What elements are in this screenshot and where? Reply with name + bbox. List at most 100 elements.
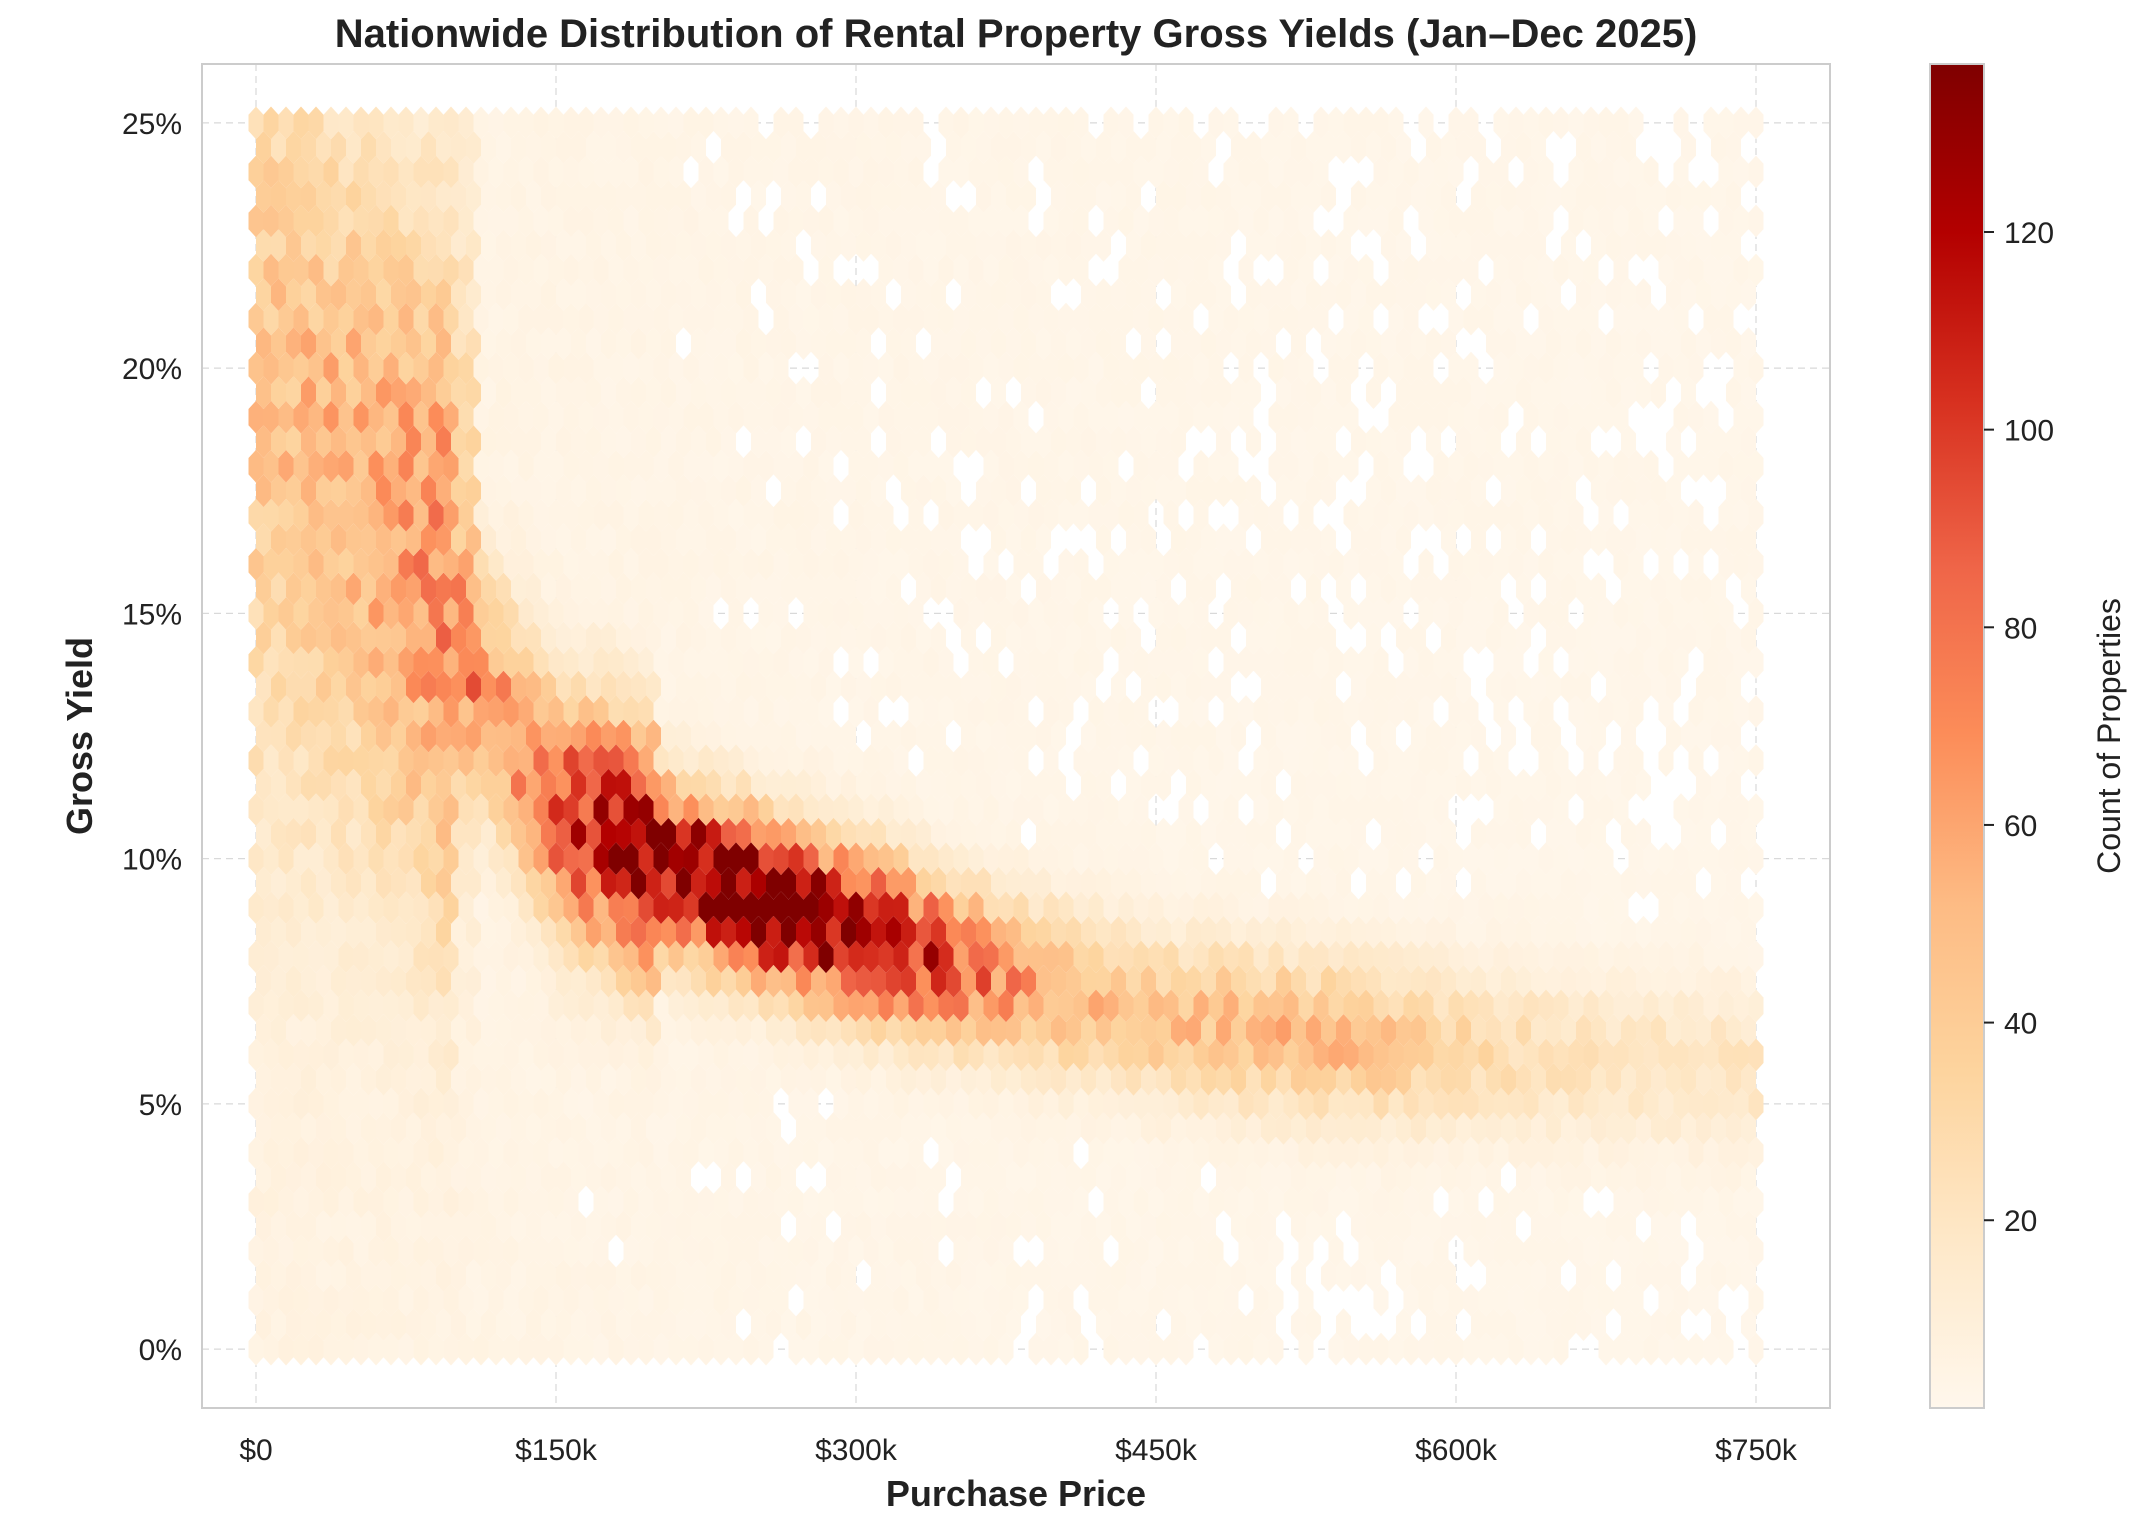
hex-cell: [1673, 891, 1689, 924]
hex-cell: [383, 891, 399, 924]
hex-cell: [908, 597, 924, 630]
hex-cell: [541, 425, 556, 458]
hex-cell: [578, 106, 594, 140]
hex-cell: [1141, 964, 1156, 998]
hex-cell: [601, 719, 616, 753]
hex-cell: [278, 1038, 294, 1072]
hex-cell: [1283, 253, 1299, 287]
hex-cell: [646, 1112, 661, 1145]
hex-cell: [923, 940, 939, 974]
hex-cell: [413, 793, 429, 826]
hex-cell: [1463, 1185, 1479, 1219]
hex-cell: [308, 744, 324, 777]
hex-cell: [1733, 351, 1749, 385]
hex-cell: [496, 1112, 511, 1145]
hex-cell: [1216, 670, 1231, 704]
hex-cell: [593, 597, 609, 630]
hex-cell: [1553, 989, 1569, 1023]
hex-cell: [758, 1087, 774, 1121]
hex-cell: [338, 989, 354, 1023]
hex-cell: [803, 1087, 819, 1121]
hex-cell: [1613, 449, 1629, 483]
hex-cell: [278, 744, 294, 777]
hex-cell: [803, 400, 819, 434]
hex-cell: [1358, 1234, 1374, 1268]
hex-cell: [841, 1210, 856, 1243]
hex-cell: [263, 204, 279, 238]
hex-cell: [1336, 915, 1351, 949]
hex-cell: [1036, 915, 1051, 949]
hex-cell: [653, 106, 669, 140]
hex-cell: [683, 989, 699, 1023]
hex-cell: [376, 915, 391, 949]
hex-cell: [1583, 400, 1599, 434]
hex-cell: [436, 621, 451, 655]
hex-cell: [623, 400, 639, 434]
hex-cell: [1036, 817, 1051, 851]
hex-cell: [1043, 449, 1059, 483]
hex-cell: [1253, 597, 1269, 630]
hex-cell: [1013, 253, 1029, 287]
hex-cell: [646, 1259, 661, 1292]
hex-cell: [631, 1063, 646, 1096]
hex-cell: [751, 866, 766, 900]
hex-cell: [653, 1087, 669, 1121]
hex-cell: [983, 1136, 999, 1170]
hex-cell: [323, 498, 339, 532]
hex-cell: [1021, 866, 1036, 900]
hex-cell: [256, 180, 271, 213]
hex-cell: [556, 229, 571, 262]
hex-cell: [608, 155, 624, 189]
hex-cell: [1111, 425, 1126, 458]
hex-cell: [1493, 842, 1509, 875]
hex-cell: [1433, 1087, 1449, 1121]
hex-cell: [593, 1038, 609, 1072]
hex-cell: [526, 278, 541, 311]
hex-cell: [721, 621, 736, 655]
hex-cell: [661, 180, 676, 213]
hex-cell: [1538, 1087, 1554, 1121]
hex-cell: [1306, 180, 1321, 213]
hex-cell: [976, 1259, 991, 1292]
hex-cell: [773, 1038, 789, 1072]
hex-cell: [983, 646, 999, 679]
hex-cell: [391, 278, 406, 311]
hex-cell: [916, 817, 931, 851]
hex-cell: [803, 842, 819, 875]
hex-cell: [1133, 1185, 1149, 1219]
hex-cell: [1096, 278, 1111, 311]
hex-cell: [481, 523, 496, 557]
hex-cell: [556, 768, 571, 802]
hex-cell: [1216, 1014, 1231, 1047]
hex-cell: [1486, 278, 1501, 311]
hex-cell: [406, 768, 421, 802]
hex-cell: [803, 302, 819, 336]
hex-cell: [1298, 744, 1314, 777]
hex-cell: [871, 1210, 886, 1243]
hex-cell: [856, 572, 871, 606]
hex-cell: [511, 425, 526, 458]
hex-cell: [451, 964, 466, 998]
hex-cell: [728, 695, 744, 728]
hex-cell: [353, 400, 369, 434]
hex-cell: [1666, 1063, 1681, 1096]
hex-cell: [331, 523, 346, 557]
hex-cell: [248, 597, 264, 630]
hex-cell: [893, 204, 909, 238]
hex-cell: [668, 1185, 684, 1219]
hex-cell: [293, 155, 309, 189]
hex-cell: [878, 351, 894, 385]
hex-cell: [923, 1234, 939, 1268]
hex-cell: [653, 1332, 669, 1366]
hex-cell: [1216, 1308, 1231, 1341]
hex-cell: [1426, 327, 1441, 360]
hex-cell: [1568, 1185, 1584, 1219]
hex-cell: [1486, 817, 1501, 851]
hex-cell: [383, 253, 399, 287]
hex-cell: [511, 523, 526, 557]
hex-cell: [1718, 1136, 1734, 1170]
hex-cell: [848, 548, 864, 581]
hex-cell: [488, 1087, 504, 1121]
hex-cell: [1433, 449, 1449, 483]
hex-cell: [1598, 449, 1614, 483]
